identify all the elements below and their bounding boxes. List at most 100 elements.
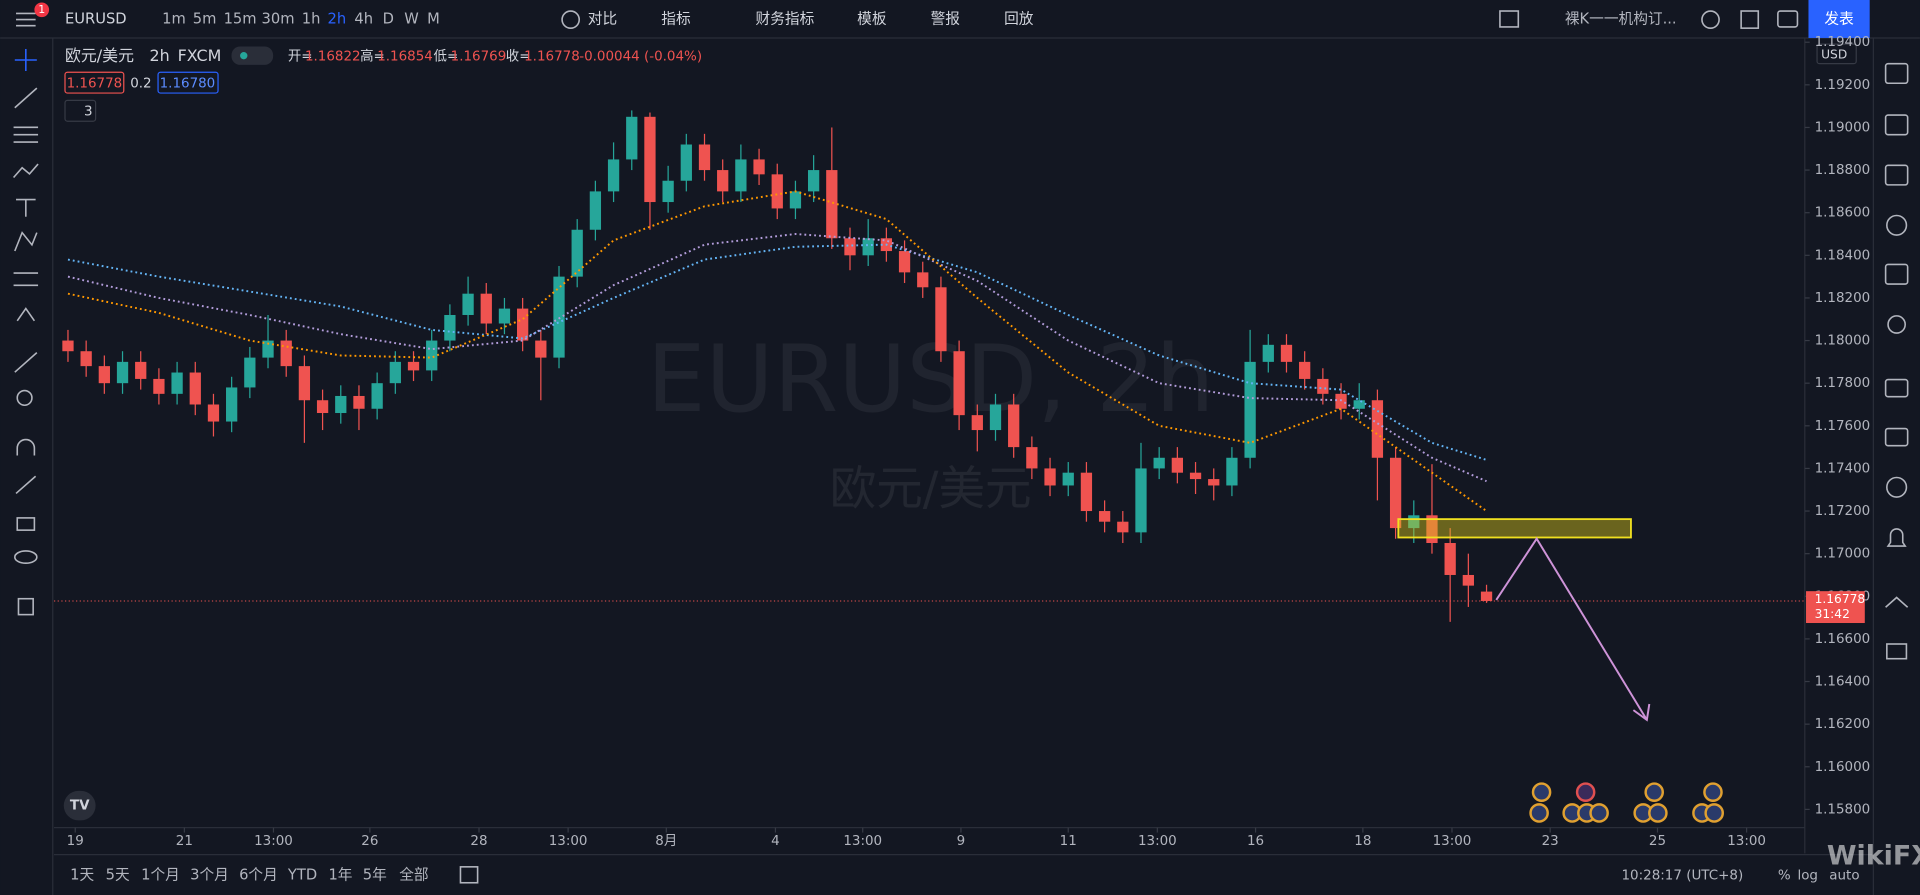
time-tick-label: 13:00 [1727,834,1766,849]
interval-button[interactable]: 1h [302,11,321,28]
watermark-subtitle: 欧元/美元 [830,462,1032,516]
interval-button[interactable]: 2h [327,11,346,28]
range-button[interactable]: 1天 [70,866,94,883]
candle-body [1062,472,1074,486]
tv-logo-mark: TV [70,799,90,814]
symbol-search[interactable]: EURUSD [65,11,127,28]
range-button[interactable]: 5天 [106,866,130,883]
legend-symbol[interactable]: 欧元/美元 [65,46,134,65]
candle-body [1299,361,1311,379]
interval-button[interactable]: 5m [193,11,217,28]
price-tick-label: 1.15800 [1815,802,1871,817]
time-tick-label: 9 [957,834,966,849]
plot-area [53,110,1805,622]
indicator-count: 3 [84,104,93,119]
range-button[interactable]: 3个月 [190,866,229,883]
percent-toggle[interactable]: % [1778,868,1791,883]
price-tick-label: 1.18800 [1815,163,1871,178]
interval-button[interactable]: 15m [224,11,257,28]
time-tick-label: 13:00 [1433,834,1472,849]
widget-bar[interactable] [1884,62,1909,660]
arrow-head [1632,703,1651,722]
price-tick-label: 1.19200 [1815,78,1871,93]
range-button[interactable]: 1年 [328,866,352,883]
replay-button[interactable]: 回放 [1004,11,1034,28]
candle-body [371,383,383,409]
time-tick-label: 13:00 [1138,834,1177,849]
log-toggle[interactable]: log [1797,868,1818,883]
zone-rectangle[interactable] [1397,518,1632,539]
interval-button[interactable]: M [427,11,440,28]
event-icons[interactable] [1529,782,1724,823]
status-dot [240,52,248,60]
indicators-button[interactable]: 指标 [661,11,691,28]
range-button[interactable]: 5年 [363,866,387,883]
market-status[interactable] [231,46,274,65]
time-tick-label: 23 [1542,834,1559,849]
currency-box[interactable] [1816,43,1857,65]
candle-body [753,159,765,175]
last-price-label: 1.16778 [1815,592,1866,606]
publish-button[interactable] [1808,0,1870,38]
candle-body [1189,472,1202,480]
indicator-toggle[interactable] [64,99,97,122]
ask-box[interactable] [157,71,219,94]
candle-body [444,314,456,341]
candle-body [226,387,238,422]
price-tick-label: 1.17800 [1815,376,1871,391]
publish-label: 发表 [1824,11,1854,28]
range-button[interactable]: 1个月 [141,866,180,883]
candle-body [680,144,692,181]
bid-box[interactable] [64,71,125,94]
candle-body [589,191,602,230]
change-value: -0.00044 (-0.04%) [579,49,702,64]
interval-button[interactable]: D [383,11,394,28]
price-tick-label: 1.16600 [1815,632,1871,647]
interval-button[interactable]: W [404,11,419,28]
moving-average [67,190,1488,512]
candle-body [1135,468,1147,533]
range-button[interactable]: 全部 [399,865,428,883]
interval-button[interactable]: 4h [354,11,373,28]
layout-name[interactable]: 裸K一一机构订... [1565,11,1677,28]
snapshot-icon[interactable] [1777,10,1799,28]
interval-button[interactable]: 1m [162,11,186,28]
financials-button[interactable]: 财务指标 [756,11,815,28]
price-tick-label: 1.17200 [1815,504,1871,519]
spread-value: 0.2 [130,76,151,91]
fullscreen-icon[interactable] [1740,10,1760,29]
candle-body [262,340,274,358]
menu-icon[interactable] [16,12,36,27]
clock: 10:28:17 (UTC+8) [1622,868,1744,883]
price-tick-label: 1.16000 [1815,760,1871,775]
candle-body [407,361,420,371]
range-button[interactable]: YTD [287,866,317,883]
drawing-tools[interactable] [12,48,39,616]
interval-button[interactable]: 30m [262,11,295,28]
candle-body [789,191,802,209]
compare-button[interactable]: 对比 [588,11,617,28]
notification-badge[interactable] [34,2,50,18]
candle-body [1389,457,1402,529]
candle-body [389,361,401,384]
settings-icon[interactable] [1701,10,1720,29]
candle-body [135,361,147,379]
price-tick-label: 1.19000 [1815,120,1871,135]
templates-button[interactable]: 模板 [857,10,887,28]
open-label: 开= [288,49,313,64]
projection-arrow[interactable] [1495,536,1648,721]
layout-icon[interactable] [1499,10,1520,28]
time-tick-label: 13:00 [843,834,882,849]
alert-button[interactable]: 警报 [931,11,961,28]
candle-body [953,351,965,416]
time-tick-label: 11 [1060,834,1077,849]
candle-body [1026,447,1038,469]
range-button[interactable]: 6个月 [239,866,278,883]
high-value: 1.16854 [377,49,433,64]
auto-toggle[interactable]: auto [1829,868,1859,883]
date-range-icon[interactable] [459,866,479,884]
candle-body [826,170,838,239]
tv-logo[interactable] [63,790,96,821]
candle-body [935,287,947,352]
